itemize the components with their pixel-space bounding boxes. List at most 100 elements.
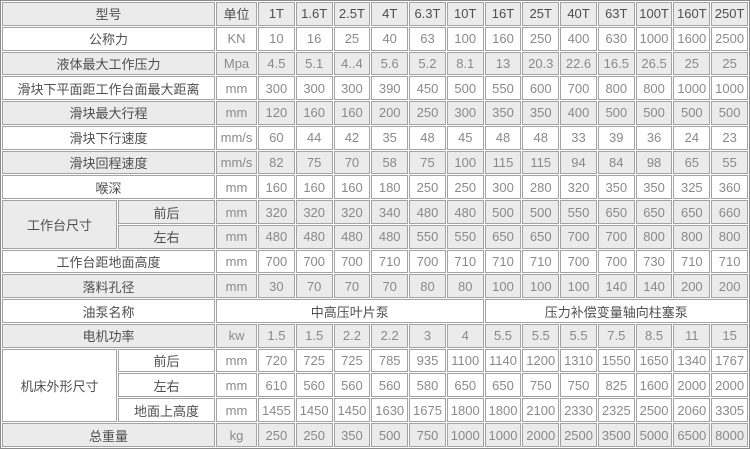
value-cell: 800 — [597, 76, 635, 101]
value-cell: 800 — [673, 224, 711, 249]
value-cell: 100 — [446, 26, 484, 51]
value-cell: 320 — [333, 200, 371, 224]
value-cell: 480 — [371, 224, 409, 249]
model-column-header: 100T — [635, 2, 673, 26]
value-cell: 42 — [333, 125, 371, 150]
value-cell: 2.2 — [371, 323, 409, 348]
value-cell: 63 — [409, 26, 446, 51]
value-cell: 750 — [409, 423, 446, 447]
value-cell: 10 — [258, 26, 295, 51]
model-column-header: 2.5T — [333, 2, 371, 26]
value-cell: 700 — [295, 249, 333, 274]
value-cell: 55 — [711, 150, 748, 175]
value-cell: 70 — [333, 274, 371, 299]
value-cell: 710 — [522, 249, 560, 274]
value-cell: 5.6 — [371, 51, 409, 76]
unit-cell: mm — [216, 224, 258, 249]
value-cell: 1.5 — [295, 323, 333, 348]
value-cell: 25 — [333, 26, 371, 51]
value-cell: 80 — [409, 274, 446, 299]
value-cell: 550 — [560, 200, 597, 224]
value-cell: 2000 — [711, 373, 748, 398]
value-cell: 39 — [597, 125, 635, 150]
value-cell: 5.2 — [409, 51, 446, 76]
value-cell: 360 — [711, 175, 748, 200]
row-machine-height-above-ground: 地面上高度 mm 1455 1450 1450 1630 1675 1800 1800 210… — [2, 398, 748, 423]
value-cell: 2.2 — [333, 323, 371, 348]
model-column-header: 40T — [560, 2, 597, 26]
model-header: 型号 — [2, 2, 216, 26]
value-cell: 75 — [295, 150, 333, 175]
value-cell: 785 — [371, 348, 409, 373]
unit-cell: kw — [216, 323, 258, 348]
sub-label: 左右 — [118, 224, 216, 249]
value-cell: 650 — [522, 224, 560, 249]
value-cell: 8.5 — [635, 323, 673, 348]
value-cell: 2100 — [522, 398, 560, 423]
value-cell: 800 — [635, 76, 673, 101]
value-cell: 250 — [522, 26, 560, 51]
value-cell: 630 — [597, 26, 635, 51]
value-cell: 3305 — [711, 398, 748, 423]
value-cell: 140 — [597, 274, 635, 299]
row-label: 总重量 — [2, 423, 216, 447]
header-row: 型号 单位 1T 1.6T 2.5T 4T 6.3T 10T 16T 25T 40T 63T 100… — [2, 2, 748, 26]
row-slide-down-speed: 滑块下行速度 mm/s 60 44 42 35 48 45 48 48 33 39 36 24 23 — [2, 125, 748, 150]
value-cell: 580 — [409, 373, 446, 398]
value-cell: 650 — [635, 200, 673, 224]
row-label: 公称力 — [2, 26, 216, 51]
value-cell: 250 — [446, 175, 484, 200]
value-cell: 480 — [446, 200, 484, 224]
value-cell: 160 — [333, 101, 371, 125]
value-cell: 1600 — [673, 26, 711, 51]
row-label: 电机功率 — [2, 323, 216, 348]
value-cell: 250 — [409, 175, 446, 200]
value-cell: 710 — [446, 249, 484, 274]
unit-cell: mm — [216, 249, 258, 274]
value-cell: 5.5 — [484, 323, 522, 348]
value-cell: 610 — [258, 373, 295, 398]
value-cell: 550 — [484, 76, 522, 101]
value-cell: 115 — [484, 150, 522, 175]
value-cell: 26.5 — [635, 51, 673, 76]
row-total-weight: 总重量 kg 250 250 350 500 750 1000 1000 2000 2500 35… — [2, 423, 748, 447]
value-cell: 500 — [711, 101, 748, 125]
model-column-header: 25T — [522, 2, 560, 26]
value-cell: 6500 — [673, 423, 711, 447]
row-machine-left-right: 左右 mm 610 560 560 560 580 650 650 750 750 825 1600… — [2, 373, 748, 398]
value-cell: 1000 — [446, 423, 484, 447]
value-cell: 700 — [333, 249, 371, 274]
value-cell: 94 — [560, 150, 597, 175]
value-cell: 750 — [560, 373, 597, 398]
value-cell: 1800 — [484, 398, 522, 423]
value-cell: 60 — [258, 125, 295, 150]
value-cell: 560 — [333, 373, 371, 398]
row-worktable-front-back: 工作台尺寸 前后 mm 320 320 320 340 480 480 500 500 550 6… — [2, 200, 748, 249]
value-cell: 500 — [484, 200, 522, 224]
value-cell: 4.5 — [258, 51, 295, 76]
value-cell: 350 — [522, 101, 560, 125]
value-cell: 8.1 — [446, 51, 484, 76]
value-cell: 650 — [446, 373, 484, 398]
value-cell: 2500 — [635, 398, 673, 423]
row-max-working-pressure: 液体最大工作压力 Mpa 4.5 5.1 4..4 5.6 5.2 8.1 13 20.3 22… — [2, 51, 748, 76]
value-cell: 320 — [258, 200, 295, 224]
pump-name-left-cell: 中高压叶片泵 — [216, 299, 484, 323]
value-cell: 25 — [673, 51, 711, 76]
row-label: 落料孔径 — [2, 274, 216, 299]
value-cell: 300 — [295, 76, 333, 101]
value-cell: 1675 — [409, 398, 446, 423]
value-cell: 300 — [258, 76, 295, 101]
value-cell: 80 — [446, 274, 484, 299]
value-cell: 725 — [295, 348, 333, 373]
value-cell: 325 — [673, 175, 711, 200]
value-cell: 100 — [446, 150, 484, 175]
value-cell: 700 — [597, 224, 635, 249]
value-cell: 23 — [711, 125, 748, 150]
unit-cell: mm — [216, 348, 258, 373]
value-cell: 20.3 — [522, 51, 560, 76]
value-cell: 300 — [446, 101, 484, 125]
value-cell: 24 — [673, 125, 711, 150]
value-cell: 710 — [371, 249, 409, 274]
